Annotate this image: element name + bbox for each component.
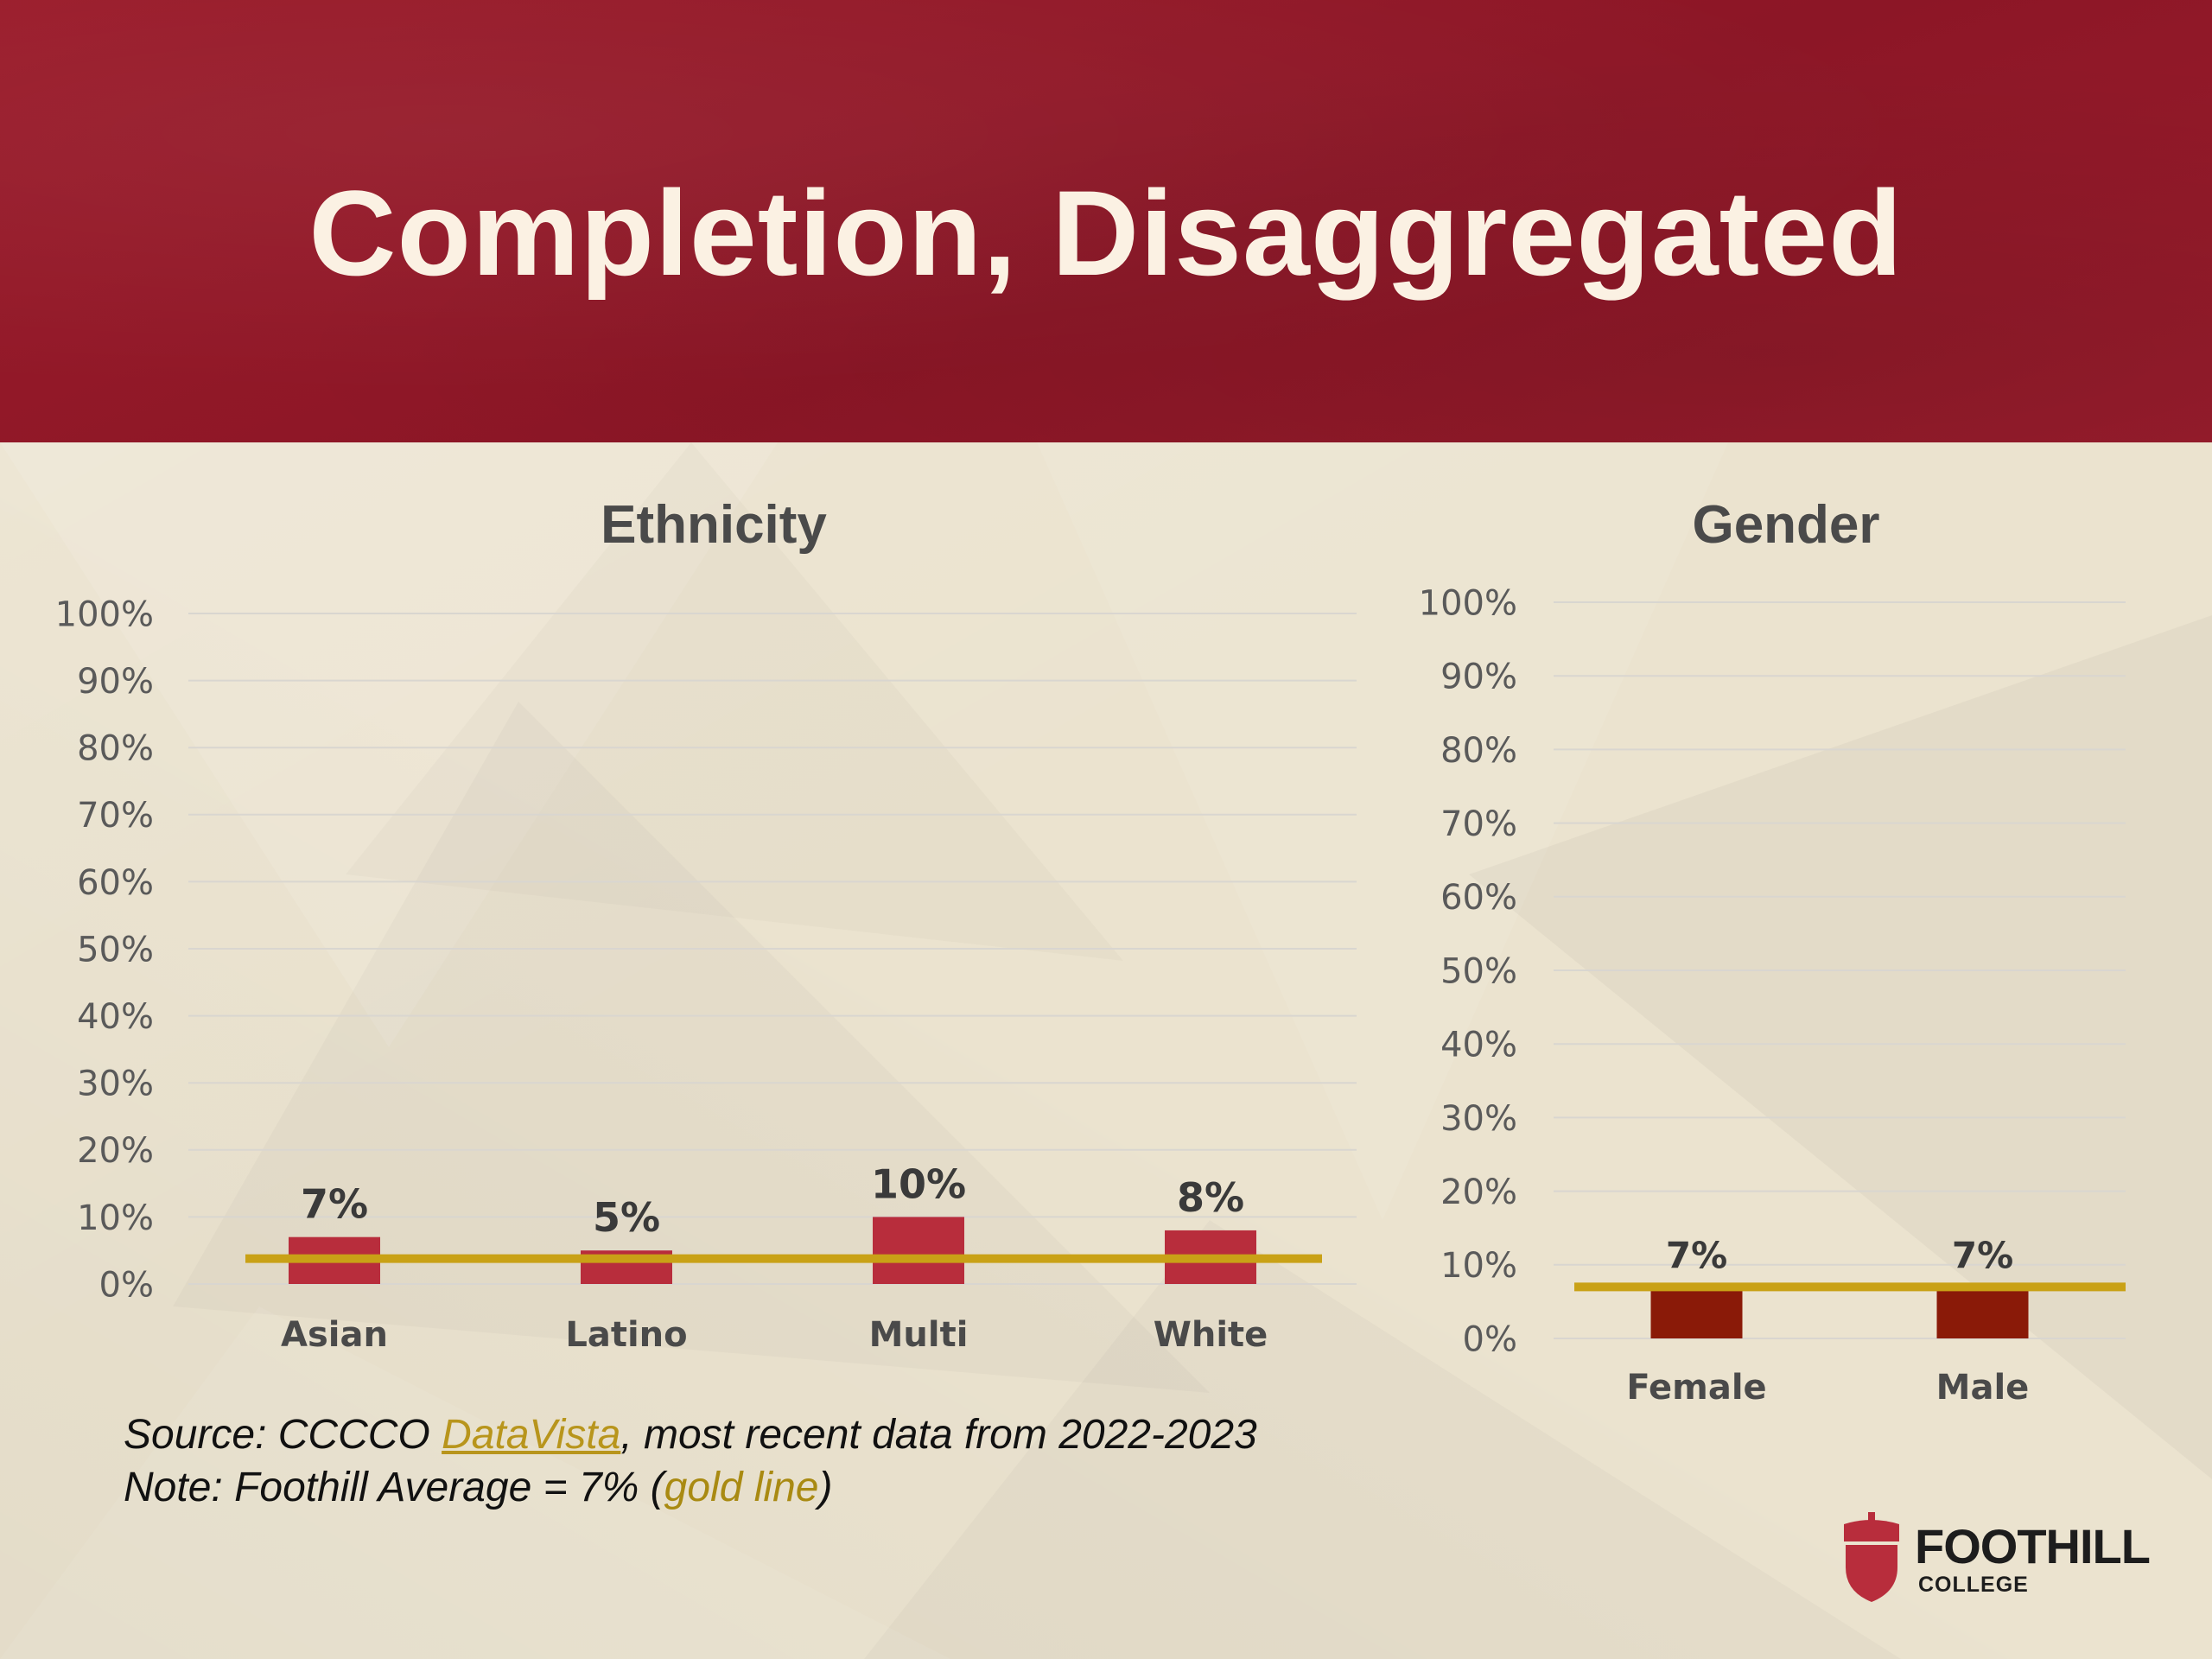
gender-y-tick-label: 30% [1440, 1099, 1517, 1139]
ethnicity-chart-title: Ethnicity [601, 495, 827, 555]
gender-bars [1650, 1287, 2029, 1338]
source-prefix: Source: CCCCO [124, 1412, 442, 1458]
ethnicity-y-tick-label: 100% [55, 594, 154, 634]
ethnicity-y-tick-label: 0% [99, 1265, 154, 1305]
source-footnote: Source: CCCCO DataVista, most recent dat… [124, 1408, 1420, 1514]
gender-y-tick-label: 90% [1440, 658, 1517, 697]
note-prefix: Note: Foothill Average = 7% ( [124, 1465, 664, 1510]
gender-bar-female [1650, 1287, 1743, 1338]
gender-y-tick-label: 0% [1463, 1319, 1517, 1359]
gender-y-tick-label: 50% [1440, 951, 1517, 991]
logo-name: FOOTHILL [1915, 1519, 2151, 1573]
gender-y-tick-label: 100% [1419, 583, 1517, 623]
gender-chart-title: Gender [1692, 495, 1879, 555]
gender-x-axis: Female Male [1626, 1368, 2029, 1408]
ethnicity-y-axis: 0% 10% 20% 30% 40% 50% 60% 70% 80% 90% 100% [55, 594, 154, 1305]
ethnicity-y-tick-label: 40% [77, 997, 154, 1037]
content-background [0, 442, 2212, 1659]
ethnicity-y-tick-label: 70% [77, 796, 154, 836]
ethnicity-y-tick-label: 60% [77, 863, 154, 903]
acorn-icon [1844, 1512, 1899, 1602]
gender-bar-male [1936, 1287, 2029, 1338]
ethnicity-y-tick-label: 20% [77, 1131, 154, 1171]
gender-data-labels: 7% 7% [1666, 1234, 2013, 1276]
ethnicity-x-axis: Asian Latino Multi White [281, 1315, 1268, 1355]
ethnicity-y-tick-label: 30% [77, 1065, 154, 1104]
source-suffix: , most recent data from 2022-2023 [620, 1412, 1257, 1458]
ethnicity-y-tick-label: 80% [77, 729, 154, 769]
gender-gridlines [1554, 601, 2126, 1339]
ethnicity-data-label: 10% [871, 1160, 966, 1207]
slide-title: Completion, Disaggregated [308, 165, 1904, 301]
gender-data-label: 7% [1666, 1234, 1727, 1276]
gender-data-label: 7% [1952, 1234, 2013, 1276]
source-line: Source: CCCCO DataVista, most recent dat… [124, 1408, 1420, 1461]
ethnicity-y-tick-label: 90% [77, 662, 154, 702]
gender-y-axis: 0% 10% 20% 30% 40% 50% 60% 70% 80% 90% 100% [1419, 583, 1517, 1359]
ethnicity-category-label: Multi [869, 1315, 969, 1355]
ethnicity-gridlines [188, 613, 1357, 1285]
ethnicity-category-label: Asian [281, 1315, 388, 1355]
foothill-logo: FOOTHILL COLLEGE [1839, 1512, 2167, 1607]
note-gold-text: gold line [664, 1465, 819, 1510]
ethnicity-y-tick-label: 50% [77, 930, 154, 969]
ethnicity-category-label: White [1154, 1315, 1268, 1355]
gender-y-tick-label: 20% [1440, 1173, 1517, 1212]
gender-y-tick-label: 10% [1440, 1246, 1517, 1286]
slide-header: Completion, Disaggregated [0, 0, 2212, 442]
ethnicity-data-label: 8% [1177, 1174, 1244, 1221]
gender-category-label: Male [1936, 1368, 2030, 1408]
ethnicity-bar-multi [873, 1217, 964, 1284]
header-texture [0, 0, 2212, 442]
gender-y-tick-label: 80% [1440, 731, 1517, 771]
gender-y-tick-label: 60% [1440, 878, 1517, 918]
ethnicity-category-label: Latino [565, 1315, 687, 1355]
logo-subtitle: COLLEGE [1918, 1573, 2029, 1597]
ethnicity-data-label: 5% [593, 1194, 660, 1241]
ethnicity-data-labels: 7% 5% 10% 8% [301, 1160, 1244, 1241]
datavista-link[interactable]: DataVista [442, 1412, 621, 1458]
gender-category-label: Female [1626, 1368, 1766, 1408]
background-triangles [0, 442, 1728, 1659]
ethnicity-y-tick-label: 10% [77, 1198, 154, 1238]
gender-y-tick-label: 70% [1440, 804, 1517, 844]
note-line: Note: Foothill Average = 7% (gold line) [124, 1461, 1420, 1514]
note-suffix: ) [818, 1465, 833, 1510]
gender-y-tick-label: 40% [1440, 1026, 1517, 1065]
ethnicity-data-label: 7% [301, 1181, 368, 1228]
